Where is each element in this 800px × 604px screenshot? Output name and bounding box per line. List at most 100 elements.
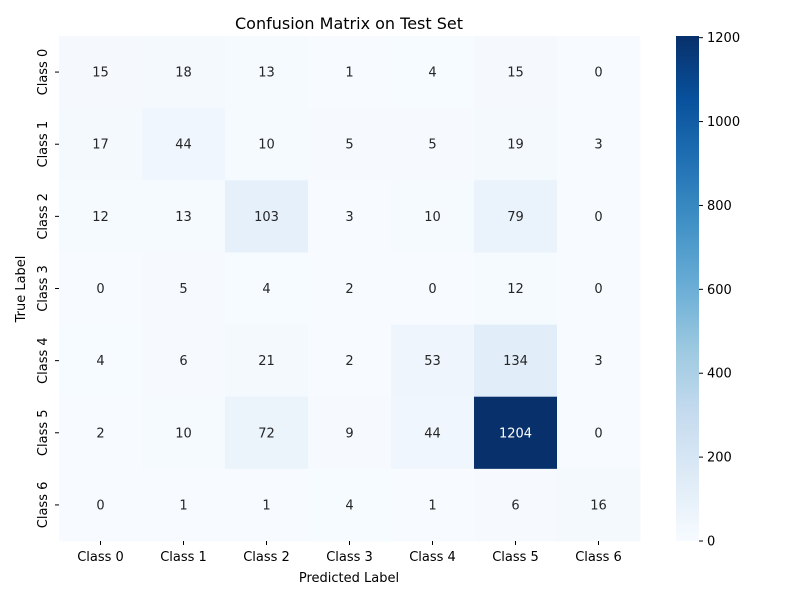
heatmap-cell	[225, 252, 309, 326]
cell-annotation: 1	[428, 498, 436, 513]
cell-annotation: 5	[179, 282, 187, 297]
cell-annotation: 10	[424, 210, 441, 225]
colorbar-tick-label: 400	[707, 367, 732, 382]
colorbar-ticks: 0 200 400 600 800 1000 1200	[699, 31, 740, 550]
cell-annotation: 16	[590, 498, 607, 513]
cell-annotation: 3	[594, 138, 602, 153]
heatmap-cell	[474, 180, 558, 253]
x-tick-label: Class 3	[326, 550, 373, 565]
chart-title: Confusion Matrix on Test Set	[235, 14, 463, 33]
heatmap-cell	[142, 180, 226, 253]
heatmap-cell	[59, 252, 143, 326]
cell-annotation: 44	[175, 138, 192, 153]
cell-annotation: 3	[345, 210, 353, 225]
cell-annotation: 13	[258, 66, 275, 81]
cell-annotation: 0	[428, 282, 436, 297]
heatmap-cell	[225, 108, 309, 181]
heatmap-cell	[59, 108, 143, 181]
cell-annotation: 4	[428, 66, 436, 81]
heatmap-cell	[557, 108, 641, 181]
heatmap-cell	[225, 36, 309, 109]
y-axis-label: True Label	[14, 256, 29, 324]
heatmap-cell	[557, 180, 641, 253]
cell-annotation: 5	[345, 138, 353, 153]
cell-annotation: 13	[175, 210, 192, 225]
heatmap-cell	[142, 324, 226, 398]
heatmap-cell	[225, 180, 309, 253]
y-tick-label: Class 2	[36, 193, 51, 240]
cell-annotation: 1	[345, 66, 353, 81]
cell-annotation: 4	[345, 498, 353, 513]
cell-annotation: 21	[258, 354, 275, 369]
heatmap-cell	[391, 468, 475, 542]
heatmap-cell	[391, 108, 475, 181]
heatmap-cell	[142, 108, 226, 181]
cell-annotation: 79	[507, 210, 524, 225]
y-tick-label: Class 6	[36, 482, 51, 529]
heatmap-cell	[391, 396, 475, 470]
heatmap-cell	[59, 324, 143, 398]
cell-annotation: 72	[258, 426, 275, 441]
cell-annotation: 17	[92, 138, 109, 153]
heatmap-cell	[142, 396, 226, 470]
heatmap-cell	[308, 252, 392, 326]
heatmap-cell	[142, 36, 226, 109]
x-tick-label: Class 5	[492, 550, 539, 565]
cell-annotation: 9	[345, 426, 353, 441]
heatmap-cell	[308, 396, 392, 470]
cell-annotation: 1	[262, 498, 270, 513]
cell-annotation: 6	[511, 498, 519, 513]
colorbar-tick-label: 1000	[707, 115, 740, 130]
cell-annotation: 2	[345, 354, 353, 369]
heatmap-cell	[59, 180, 143, 253]
x-tick-label: Class 1	[160, 550, 207, 565]
heatmap-cell	[474, 252, 558, 326]
x-axis-label: Predicted Label	[299, 571, 399, 586]
x-tick-label: Class 2	[243, 550, 290, 565]
heatmap-cell	[225, 324, 309, 398]
cell-annotation: 134	[503, 354, 528, 369]
heatmap-cell	[308, 324, 392, 398]
cell-annotation: 18	[175, 66, 192, 81]
heatmap-cell	[557, 36, 641, 109]
heatmap-cell	[557, 252, 641, 326]
cell-annotation: 0	[594, 66, 602, 81]
heatmap-cell	[308, 468, 392, 542]
y-tick-label: Class 4	[36, 337, 51, 384]
colorbar-tick-label: 200	[707, 451, 732, 466]
cell-annotation: 2	[345, 282, 353, 297]
cell-annotation: 0	[96, 498, 104, 513]
x-axis-ticks: Class 0 Class 1 Class 2 Class 3 Class 4 Class…	[77, 541, 622, 565]
cell-annotation: 15	[92, 66, 109, 81]
heatmap-cell	[225, 468, 309, 542]
y-tick-label: Class 3	[36, 265, 51, 312]
cell-annotation: 12	[507, 282, 524, 297]
heatmap-cells: 15 18 13 1 4 15 017 44 10 5 5 19 312 13 103 3 10 79 00 5 4 2 0…	[59, 36, 641, 542]
heatmap-cell	[59, 36, 143, 109]
x-tick-label: Class 0	[77, 550, 124, 565]
heatmap-cell	[474, 396, 558, 470]
heatmap-cell	[308, 108, 392, 181]
heatmap-cell	[391, 252, 475, 326]
heatmap-cell	[474, 324, 558, 398]
cell-annotation: 19	[507, 138, 524, 153]
y-tick-label: Class 0	[36, 49, 51, 96]
cell-annotation: 6	[179, 354, 187, 369]
heatmap-cell	[474, 108, 558, 181]
cell-annotation: 0	[594, 210, 602, 225]
cell-annotation: 0	[594, 426, 602, 441]
heatmap-cell	[474, 468, 558, 542]
cell-annotation: 53	[424, 354, 441, 369]
x-tick-label: Class 6	[575, 550, 622, 565]
y-tick-label: Class 1	[36, 121, 51, 168]
cell-annotation: 103	[254, 210, 279, 225]
cell-annotation: 3	[594, 354, 602, 369]
colorbar-tick-label: 1200	[707, 31, 740, 46]
cell-annotation: 2	[96, 426, 104, 441]
colorbar-tick-label: 800	[707, 199, 732, 214]
heatmap-cell	[59, 468, 143, 542]
cell-annotation: 12	[92, 210, 109, 225]
cell-annotation: 15	[507, 66, 524, 81]
